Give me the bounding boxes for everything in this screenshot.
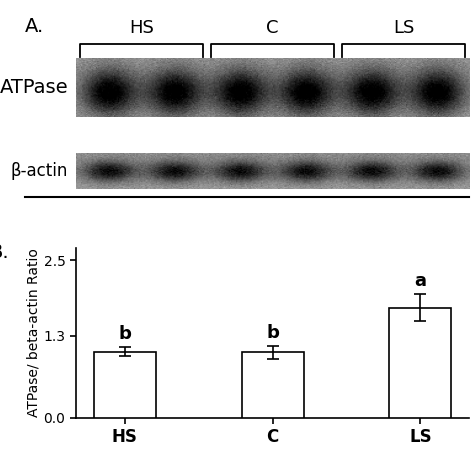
Y-axis label: ATPase/ beta-actin Ratio: ATPase/ beta-actin Ratio	[27, 248, 41, 417]
Bar	[242, 352, 303, 418]
Text: β-actin: β-actin	[10, 162, 68, 180]
Text: b: b	[266, 324, 279, 342]
Text: C: C	[266, 19, 279, 37]
Text: ATPase: ATPase	[0, 78, 68, 97]
Text: B.: B.	[0, 243, 9, 262]
Text: LS: LS	[393, 19, 414, 37]
Text: b: b	[118, 325, 131, 343]
Bar	[389, 308, 451, 418]
Text: HS: HS	[129, 19, 154, 37]
Text: A.: A.	[25, 17, 44, 36]
Bar	[94, 352, 156, 418]
Text: a: a	[414, 272, 426, 290]
